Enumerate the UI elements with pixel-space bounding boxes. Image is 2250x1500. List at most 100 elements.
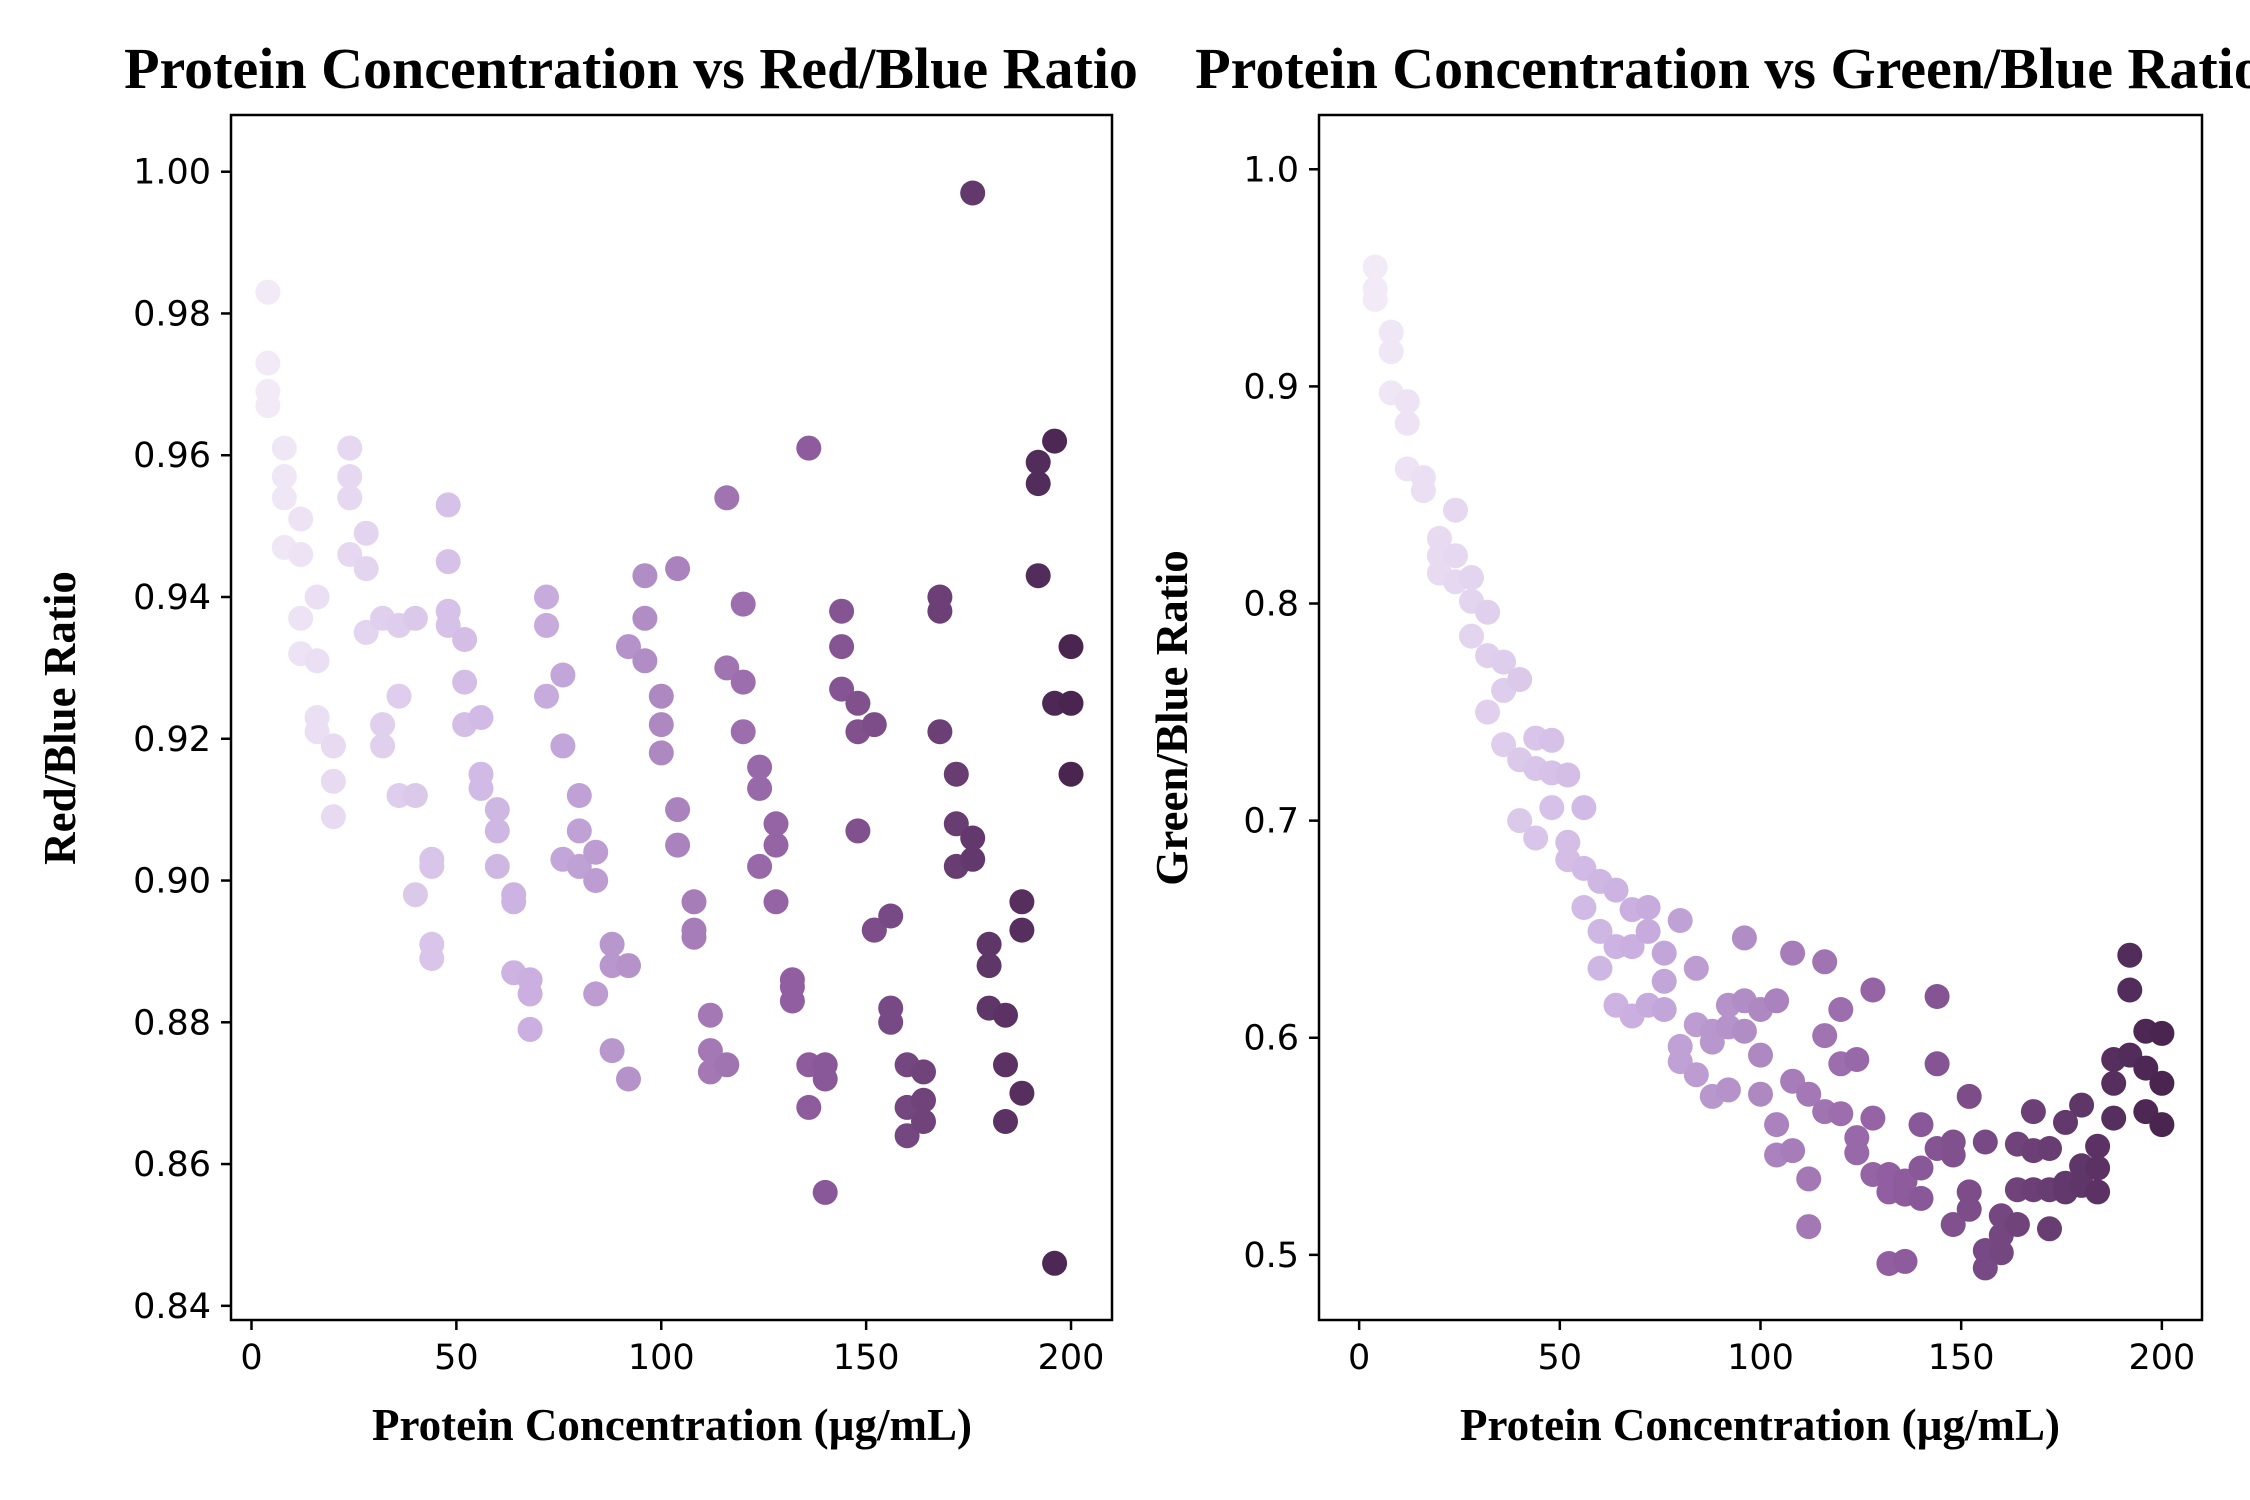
scatter-point (681, 924, 707, 950)
scatter-point (632, 605, 658, 631)
scatter-point (1475, 699, 1501, 725)
scatter-point (1362, 287, 1388, 312)
scatter-point (271, 464, 297, 489)
scatter-point (501, 889, 527, 915)
scatter-point (2053, 1109, 2078, 1135)
scatter-point (1892, 1248, 1918, 1274)
y-tick-label: 0.8 (1243, 585, 1299, 625)
scatter-point (1699, 1029, 1725, 1055)
scatter-point (861, 917, 887, 943)
scatter-point (763, 811, 789, 837)
scatter-point (1796, 1166, 1822, 1192)
scatter-point (1908, 1155, 1934, 1181)
scatter-point (632, 648, 658, 674)
scatter-point (747, 754, 773, 780)
scatter-point (1394, 389, 1420, 415)
scatter-point (566, 783, 592, 808)
scatter-point (402, 783, 428, 808)
scatter-point (1972, 1255, 1998, 1281)
scatter-point (337, 542, 363, 567)
scatter-point (911, 1059, 936, 1085)
scatter-point (435, 549, 461, 575)
scatter-point (1539, 795, 1565, 821)
x-tick-label: 200 (1038, 1338, 1105, 1378)
scatter-point (255, 393, 281, 419)
scatter-point (1860, 977, 1886, 1003)
y-tick-label: 0.98 (133, 294, 211, 334)
scatter-point (829, 598, 855, 624)
scatter-point (1780, 940, 1806, 966)
scatter-point (1587, 955, 1613, 981)
scatter-point (779, 988, 805, 1014)
scatter-point (943, 761, 969, 787)
scatter-point (1796, 1081, 1822, 1107)
scatter-point (747, 853, 773, 879)
y-axis-label-green-blue: Green/Blue Ratio (1147, 550, 1197, 885)
scatter-point (927, 719, 953, 745)
y-tick-label: 0.96 (133, 436, 211, 476)
scatter-point (960, 180, 986, 206)
scatter-point (1715, 1077, 1741, 1103)
y-tick-label: 0.9 (1243, 367, 1299, 407)
scatter-point (583, 868, 609, 893)
scatter-point (271, 485, 297, 511)
scatter-point (1555, 762, 1581, 788)
scatter-point (1426, 525, 1452, 551)
scatter-point (2069, 1092, 2095, 1118)
scatter-point (2037, 1136, 2062, 1161)
scatter-point (1523, 825, 1549, 851)
scatter-point (370, 712, 396, 738)
scatter-point (1908, 1185, 1934, 1211)
scatter-point (1587, 918, 1613, 944)
scatter-point (1539, 727, 1565, 753)
scatter-point (271, 435, 297, 461)
x-tick-label: 150 (1928, 1338, 1995, 1378)
x-tick-label: 0 (240, 1338, 262, 1378)
scatter-point (2085, 1133, 2111, 1159)
y-axis-label-red-blue: Red/Blue Ratio (35, 571, 85, 865)
scatter-point (2149, 1020, 2175, 1046)
scatter-point (1571, 795, 1597, 821)
scatter-point (927, 598, 953, 624)
scatter-point (714, 655, 740, 681)
scatter-point (1635, 895, 1661, 920)
scatter-point (534, 683, 559, 709)
scatter-point (386, 683, 412, 709)
x-axis-green-blue: 0 50 100 150 200 (1348, 1320, 2195, 1378)
y-tick-label: 0.5 (1243, 1236, 1299, 1276)
scatter-point (337, 485, 363, 511)
scatter-point (1025, 563, 1051, 589)
scatter-point (1651, 968, 1677, 994)
scatter-point (2020, 1099, 2046, 1125)
scatter-point (1812, 949, 1838, 975)
scatter-point (796, 1094, 822, 1120)
scatter-point (976, 931, 1002, 957)
scatter-point (1507, 808, 1533, 834)
scatter-point (320, 733, 346, 759)
y-tick-label: 0.88 (133, 1003, 211, 1043)
scatter-point (665, 797, 691, 823)
scatter-point (2085, 1179, 2111, 1205)
scatter-point (255, 279, 281, 305)
scatter-point (681, 889, 707, 915)
scatter-point (1651, 997, 1677, 1022)
scatter-point (1828, 997, 1854, 1022)
scatter-point (2149, 1070, 2175, 1096)
scatter-point (1042, 1250, 1068, 1276)
scatter-point (304, 719, 330, 745)
y-tick-label: 0.92 (133, 720, 211, 760)
chart-green-blue: 0 50 100 150 200 0.5 0.6 0.7 0.8 0.9 1.0 Protein … (1147, 36, 2250, 1450)
scatter-point (2101, 1105, 2127, 1131)
scatter-point (993, 1002, 1018, 1028)
scatter-points-red-blue (255, 180, 1084, 1276)
scatter-point (1796, 1214, 1822, 1240)
scatter-point (648, 712, 674, 738)
scatter-point (812, 1179, 838, 1205)
scatter-point (2149, 1112, 2175, 1138)
scatter-point (468, 775, 494, 801)
scatter-point (1507, 667, 1533, 692)
scatter-point (419, 846, 445, 872)
scatter-point (599, 1038, 625, 1064)
scatter-point (911, 1109, 936, 1134)
scatter-point (1475, 599, 1501, 625)
